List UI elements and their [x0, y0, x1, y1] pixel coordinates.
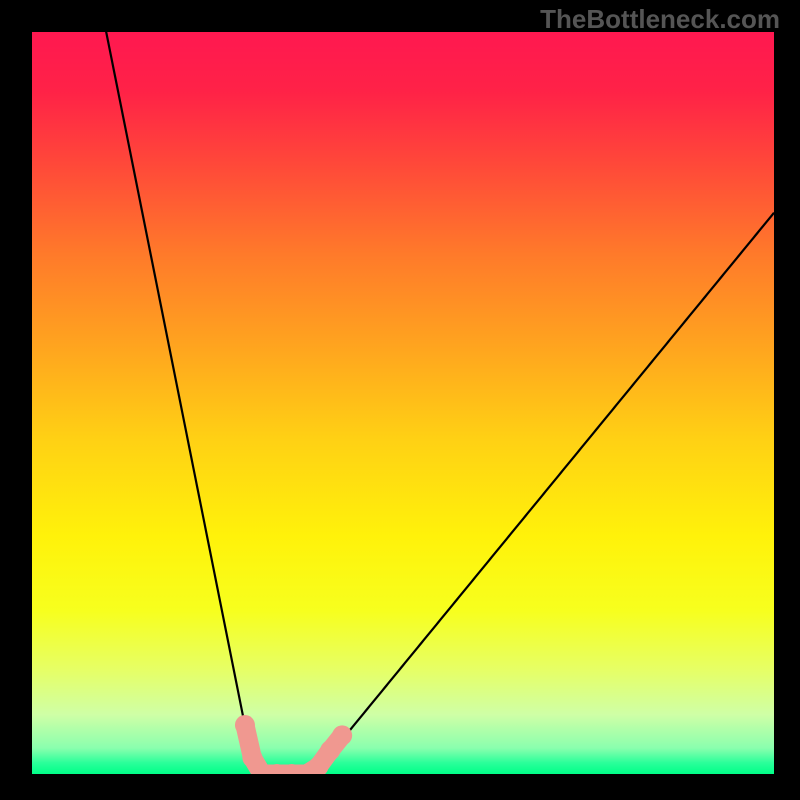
plot-area [32, 32, 774, 774]
watermark-text: TheBottleneck.com [540, 4, 780, 35]
trough-marker [332, 725, 352, 745]
bottleneck-chart [32, 32, 774, 774]
gradient-background [32, 32, 774, 774]
trough-marker [235, 715, 255, 735]
